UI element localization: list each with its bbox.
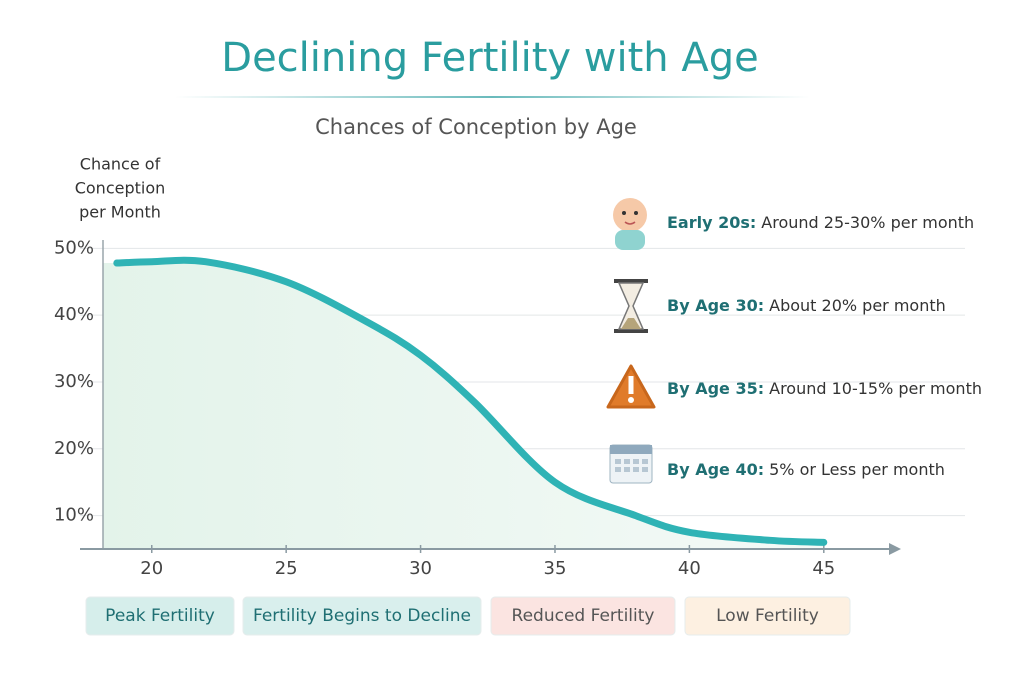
annotation-label: By Age 40: [667,460,764,479]
y-axis-label: per Month [79,203,161,222]
y-axis-label: Conception [75,179,166,198]
line [113,256,828,546]
stage-box [85,596,235,636]
x-tick-label: 40 [678,558,701,579]
y-axis-label: Chance of [80,155,161,174]
y-tick-label: 50% [54,237,94,258]
y-tick-label: 20% [54,438,94,459]
x-tick-label: 30 [409,558,432,579]
annotation: By Age 30: About 20% per month [667,296,946,315]
icons [606,198,656,484]
stage-label: Low Fertility [716,606,819,626]
annotation-text: Around 25-30% per month [761,213,974,232]
title-rule [175,96,810,98]
chart-title: Declining Fertility with Age [221,35,758,81]
chart-subtitle: Chances of Conception by Age [315,115,637,139]
stage-label: Peak Fertility [105,606,215,626]
x-tick-label: 35 [544,558,567,579]
x-tick-label: 25 [275,558,298,579]
stage-label: Fertility Begins to Decline [253,606,471,626]
annotation-label: By Age 30: [667,296,764,315]
x-axis-arrow [889,543,901,555]
annotation-text: 5% or Less per month [769,460,945,479]
annotation: By Age 35: Around 10-15% per month [667,379,982,398]
area-fill [103,260,824,549]
y-tick-label: 10% [54,505,94,526]
stage-box [684,596,851,636]
annotation-label: By Age 35: [667,379,764,398]
stage-label: Reduced Fertility [512,606,655,626]
y-tick-label: 30% [54,371,94,392]
annotation: Early 20s: Around 25-30% per month [667,213,974,232]
y-tick-label: 40% [54,304,94,325]
x-tick-label: 45 [812,558,835,579]
stage-box [490,596,676,636]
annotation-label: Early 20s: [667,213,756,232]
annotation: By Age 40: 5% or Less per month [667,460,945,479]
annotation-text: About 20% per month [769,296,946,315]
stage-box [242,596,482,636]
annotation-text: Around 10-15% per month [769,379,982,398]
x-tick-label: 20 [140,558,163,579]
